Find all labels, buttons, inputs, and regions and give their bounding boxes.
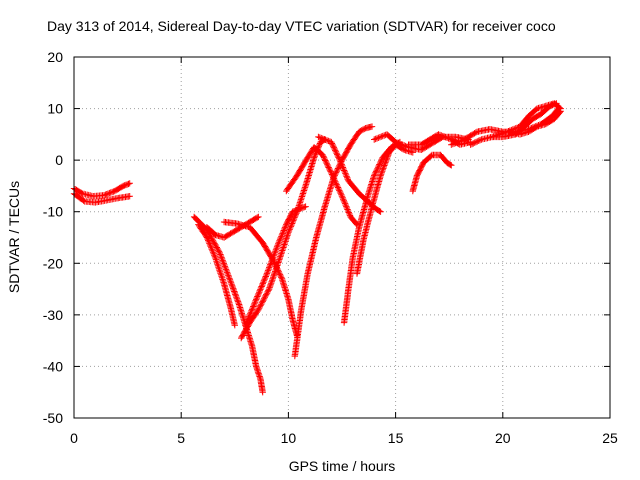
series-arc15 [409,151,455,195]
x-tick-label: 0 [70,430,78,446]
grid [74,57,610,418]
series-markers [242,203,309,329]
y-tick-label: -50 [43,410,63,426]
x-tick-label: 25 [602,430,618,446]
x-tick-label: 10 [281,430,297,446]
series-markers [488,100,564,141]
series-arc6 [238,136,328,342]
plot-frame [73,56,611,419]
x-axis-label: GPS time / hours [289,458,396,474]
data-markers [70,100,564,396]
y-tick-label: -10 [43,204,63,220]
series-arc11 [340,138,404,326]
y-tick-label: 0 [55,152,63,168]
series-arc7 [242,203,309,329]
y-tick-label: -20 [43,255,63,271]
x-tick-label: 20 [495,430,511,446]
series-markers [340,138,404,326]
series-markers [283,144,361,228]
x-tick-label: 15 [388,430,404,446]
axes: 0 5 10 15 20 25 -50 -40 -30 -20 -10 0 10 20 [43,49,618,446]
series-markers [238,136,328,342]
series-markers [409,151,455,195]
series-arc3 [195,221,238,329]
y-axis-label: SDTVAR / TECUs [6,181,22,293]
y-tick-label: 20 [47,49,63,65]
y-tick-label: -30 [43,307,63,323]
series-arc18 [488,100,564,141]
y-tick-label: -40 [43,358,63,374]
y-tick-label: 10 [47,101,63,117]
x-tick-label: 5 [177,430,185,446]
series-markers [195,221,238,329]
series-markers [506,108,564,138]
series-arc9 [283,144,361,228]
series-arc19 [506,108,564,138]
chart-title: Day 313 of 2014, Sidereal Day-to-day VTE… [47,18,556,34]
